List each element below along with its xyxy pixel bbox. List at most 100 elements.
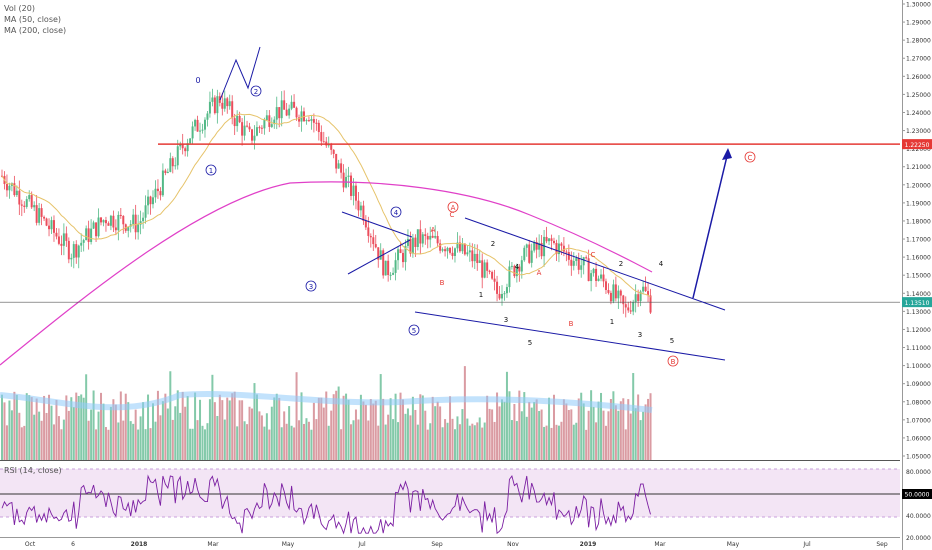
volume-bar xyxy=(451,418,454,460)
volume-bar xyxy=(483,422,486,460)
candle xyxy=(471,250,474,262)
legend-volume[interactable]: Vol (20) xyxy=(4,4,35,13)
candle xyxy=(629,310,632,312)
candle xyxy=(612,284,615,302)
volume-bar xyxy=(604,425,607,460)
candle xyxy=(255,127,258,136)
candle xyxy=(298,117,301,122)
legend-ma200[interactable]: MA (200, close) xyxy=(4,26,67,35)
candle xyxy=(466,252,469,255)
volume-bar xyxy=(8,400,11,460)
volume-bar xyxy=(332,394,335,460)
volume-bar xyxy=(585,429,588,460)
candle xyxy=(275,107,278,120)
candle xyxy=(404,245,407,263)
volume-bar xyxy=(496,392,499,460)
y-tick-label: 1.19000 xyxy=(906,200,931,207)
candle xyxy=(144,205,147,218)
volume-bar xyxy=(315,419,318,460)
volume-bar xyxy=(382,398,385,460)
volume-bar xyxy=(285,423,288,460)
volume-bar xyxy=(109,406,112,460)
volume-bar xyxy=(384,424,387,460)
x-tick-label: Jul xyxy=(802,541,811,548)
volume-bar xyxy=(634,408,637,460)
x-tick-label: 6 xyxy=(71,541,75,548)
wave-label-b-circled: B xyxy=(671,358,676,366)
volume-bar xyxy=(523,392,526,460)
ma50-line xyxy=(1,113,651,298)
ma200-line xyxy=(0,181,653,366)
volume-bar xyxy=(389,398,392,460)
candle xyxy=(290,101,293,109)
candle xyxy=(273,119,276,125)
volume-bar xyxy=(263,426,266,460)
candle xyxy=(609,292,612,302)
wave-label-num-2: 2 xyxy=(619,260,623,268)
candle xyxy=(543,236,546,257)
candle xyxy=(384,260,387,276)
rsi-tick-label: 40.0000 xyxy=(906,513,931,520)
volume-bar xyxy=(122,420,125,460)
volume-bar xyxy=(15,394,18,460)
candle xyxy=(426,235,429,240)
candle xyxy=(243,125,246,136)
volume-bar xyxy=(535,399,538,460)
candle xyxy=(216,96,219,114)
y-tick-label: 1.15000 xyxy=(906,273,931,280)
candle xyxy=(181,143,184,149)
candle xyxy=(174,165,177,167)
volume-bar xyxy=(144,429,147,460)
volume-bar xyxy=(104,427,107,460)
candle xyxy=(28,195,31,200)
volume-bar xyxy=(206,423,209,460)
candle xyxy=(627,307,630,311)
volume-bar xyxy=(342,395,345,460)
candle xyxy=(513,265,516,277)
candle xyxy=(389,274,392,276)
candle xyxy=(632,301,635,312)
volume-bar xyxy=(80,394,83,460)
volume-bar xyxy=(5,425,8,460)
volume-bar xyxy=(273,397,276,460)
volume-bar xyxy=(434,406,437,460)
volume-bar xyxy=(392,419,395,460)
volume-bar xyxy=(154,421,157,460)
candle xyxy=(644,286,647,292)
candle xyxy=(5,184,8,191)
volume-bar xyxy=(533,402,536,460)
candle xyxy=(590,273,593,282)
volume-bar xyxy=(102,403,105,460)
volume-bar xyxy=(431,396,434,460)
volume-bar xyxy=(90,409,93,460)
candle xyxy=(100,217,103,223)
candle xyxy=(15,190,18,196)
y-tick-label: 1.10000 xyxy=(906,363,931,370)
candle xyxy=(424,234,427,236)
candle xyxy=(350,175,353,196)
y-tick-label: 1.23000 xyxy=(906,128,931,135)
candle xyxy=(449,247,452,253)
volume-bar xyxy=(310,429,313,460)
candle xyxy=(406,238,409,246)
y-tick-label: 1.06000 xyxy=(906,435,931,442)
volume-bar xyxy=(10,410,13,460)
legend-ma50[interactable]: MA (50, close) xyxy=(4,15,62,24)
x-tick-label: 2019 xyxy=(580,541,597,548)
candle xyxy=(557,243,560,255)
volume-bar xyxy=(619,401,622,460)
time-axis-border xyxy=(0,537,900,538)
candle xyxy=(203,119,206,130)
candle xyxy=(191,126,194,139)
volume-bar xyxy=(562,399,565,460)
rsi-legend[interactable]: RSI (14, close) xyxy=(4,466,62,475)
volume-bar xyxy=(595,422,598,460)
volume-bar xyxy=(627,399,630,460)
candle xyxy=(260,127,263,129)
candle xyxy=(40,208,43,217)
volume-bar xyxy=(364,404,367,460)
volume-bar xyxy=(238,400,241,460)
y-tick-label: 1.13000 xyxy=(906,309,931,316)
candle xyxy=(156,188,159,192)
